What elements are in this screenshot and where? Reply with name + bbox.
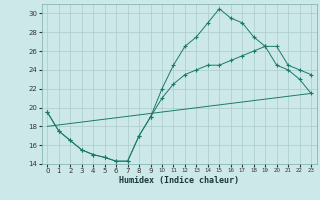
X-axis label: Humidex (Indice chaleur): Humidex (Indice chaleur) xyxy=(119,176,239,185)
